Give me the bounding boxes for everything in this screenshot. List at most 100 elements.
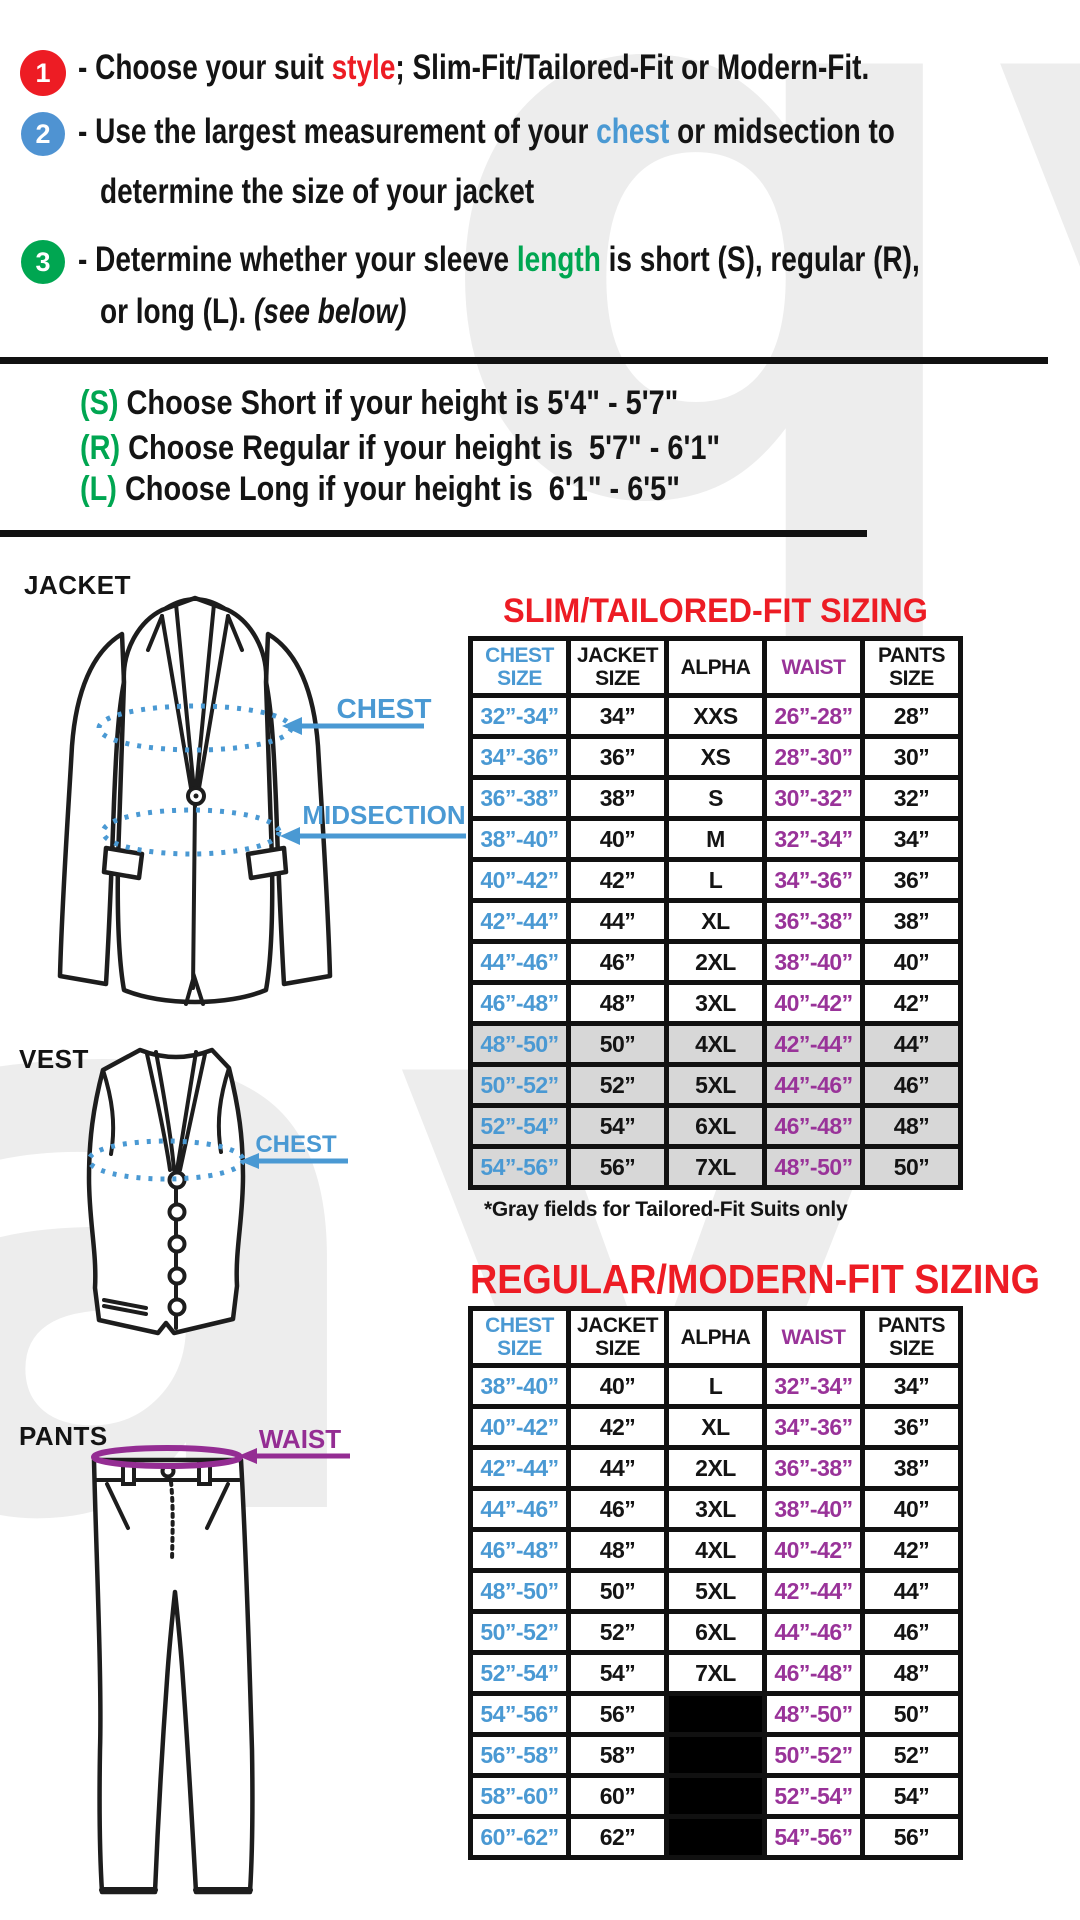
table-cell: 32”-34”	[762, 1363, 865, 1409]
table-cell: 48”-50”	[762, 1144, 865, 1190]
table-cell: 42”	[566, 857, 669, 903]
table-cell: 38”-40”	[468, 816, 571, 862]
step-2-text-line2: determine the size of your jacket	[100, 172, 535, 211]
vest-collar-lines	[145, 1050, 207, 1172]
table-cell: 50”	[860, 1144, 963, 1190]
table-cell: 34”	[860, 816, 963, 862]
table-cell: 58”	[566, 1732, 669, 1778]
height-guide-long: (L) Choose Long if your height is 6'1" -…	[80, 470, 786, 509]
table-cell: 50”-52”	[762, 1732, 865, 1778]
table-cell: 38”	[860, 898, 963, 944]
pants-pocket-slants	[105, 1482, 230, 1530]
table-cell: 5XL	[664, 1062, 767, 1108]
height-guide-regular: (R) Choose Regular if your height is 5'7…	[80, 429, 833, 468]
pants-body	[91, 1457, 255, 1895]
column-header: JACKET SIZE	[566, 636, 669, 698]
table-cell: 34”	[566, 693, 669, 739]
table-cell: 48”	[860, 1650, 963, 1696]
table-cell: 54”	[860, 1773, 963, 1819]
height-guide-short: (S) Choose Short if your height is 5'4" …	[80, 384, 784, 423]
table-cell: 4XL	[664, 1021, 767, 1067]
jacket-diagram: CHEST MIDSECTION	[57, 595, 466, 1006]
column-header: ALPHA	[664, 1306, 767, 1368]
table-row: 54”-56” 56” 48”-50” 50”	[468, 1691, 963, 1737]
table-cell: 54”-56”	[468, 1691, 571, 1737]
table-cell: 48”	[860, 1103, 963, 1149]
table-cell: S	[664, 775, 767, 821]
step-3-badge: 3	[21, 240, 65, 284]
table-cell: 46”-48”	[468, 1527, 571, 1573]
table-cell: 46”	[860, 1062, 963, 1108]
table-cell: 44”	[860, 1021, 963, 1067]
pants-waist-arrow	[238, 1448, 257, 1464]
vest-chest-arrow	[240, 1153, 259, 1169]
table-cell: 44”	[566, 1445, 669, 1491]
column-header: WAIST	[762, 636, 865, 698]
table-cell: 4XL	[664, 1527, 767, 1573]
step-1-post: ; Slim-Fit/Tailored-Fit or Modern-Fit.	[395, 48, 870, 87]
table-cell: 48”	[566, 1527, 669, 1573]
table-cell: 32”-34”	[762, 816, 865, 862]
height-regular-text: Choose Regular if your height is 5'7" - …	[120, 429, 721, 467]
table-cell: 32”	[860, 775, 963, 821]
step-1-pre: - Choose your suit	[78, 48, 332, 87]
pants-waist-measure-line	[91, 1445, 243, 1469]
step-3-see-below: (see below)	[253, 292, 407, 331]
table-cell: 38”-40”	[762, 1486, 865, 1532]
step-2-highlight: chest	[596, 112, 670, 151]
table-row: 46”-48” 48” 4XL 40”-42” 42”	[468, 1527, 963, 1573]
pants-diagram: WAIST	[91, 1424, 350, 1895]
vest-title: VEST	[19, 1044, 89, 1074]
table-cell: XL	[664, 898, 767, 944]
table-row: 52”-54” 54” 6XL 46”-48” 48”	[468, 1103, 963, 1149]
table-cell: 60”	[566, 1773, 669, 1819]
jacket-right-sleeve	[263, 631, 333, 987]
table-cell: 40”-42”	[468, 1404, 571, 1450]
table-cell: 50”	[860, 1691, 963, 1737]
vest-body	[86, 1047, 246, 1336]
step-2-badge: 2	[21, 112, 65, 156]
divider-bottom	[0, 530, 867, 537]
table-cell: 40”	[566, 1363, 669, 1409]
table-row: 48”-50” 50” 4XL 42”-44” 44”	[468, 1021, 963, 1067]
table-cell: 36”-38”	[468, 775, 571, 821]
height-short-letter: (S)	[80, 384, 119, 422]
jacket-collar	[164, 597, 226, 610]
step-3-highlight: length	[516, 240, 601, 279]
table-cell: 54”-56”	[468, 1144, 571, 1190]
table-cell: 52”-54”	[468, 1650, 571, 1696]
table-row: 40”-42” 42” XL 34”-36” 36”	[468, 1404, 963, 1450]
table-cell: 46”-48”	[762, 1103, 865, 1149]
table-cell: XS	[664, 734, 767, 780]
jacket-chest-arrow	[282, 717, 302, 735]
height-short-text: Choose Short if your height is 5'4" - 5'…	[118, 384, 679, 422]
table-row: 38”-40” 40” L 32”-34” 34”	[468, 1363, 963, 1409]
table-cell: 44”-46”	[762, 1609, 865, 1655]
divider-top	[0, 357, 1048, 364]
table-cell: 40”-42”	[762, 980, 865, 1026]
table-cell: 38”	[566, 775, 669, 821]
jacket-left-sleeve	[57, 631, 127, 987]
table-row: 50”-52” 52” 5XL 44”-46” 46”	[468, 1062, 963, 1108]
table-cell: M	[664, 816, 767, 862]
jacket-pockets	[101, 845, 289, 881]
table-cell: 50”	[566, 1568, 669, 1614]
table-cell: 40”	[860, 1486, 963, 1532]
height-long-letter: (L)	[80, 470, 117, 508]
table-row: 54”-56” 56” 7XL 48”-50” 50”	[468, 1144, 963, 1190]
table-cell: 52”-54”	[762, 1773, 865, 1819]
table-row: 52”-54” 54” 7XL 46”-48” 48”	[468, 1650, 963, 1696]
table-cell: 5XL	[664, 1568, 767, 1614]
sizing-table-slim: CHEST SIZE JACKET SIZE ALPHA WAIST PANTS SIZ…	[468, 636, 963, 1190]
vest-chest-label: CHEST	[255, 1131, 337, 1158]
step-3-pre: - Determine whether your sleeve	[78, 240, 517, 279]
table-cell: 52”	[566, 1062, 669, 1108]
table-cell: 40”-42”	[762, 1527, 865, 1573]
jacket-front-seam	[184, 800, 205, 1006]
step-2-post: or midsection to	[669, 112, 895, 151]
table-row: 38”-40” 40” M 32”-34” 34”	[468, 816, 963, 862]
step-2-number: 2	[35, 118, 51, 149]
table-cell: 40”	[860, 939, 963, 985]
table-cell: 56”	[566, 1144, 669, 1190]
table-cell: L	[664, 857, 767, 903]
